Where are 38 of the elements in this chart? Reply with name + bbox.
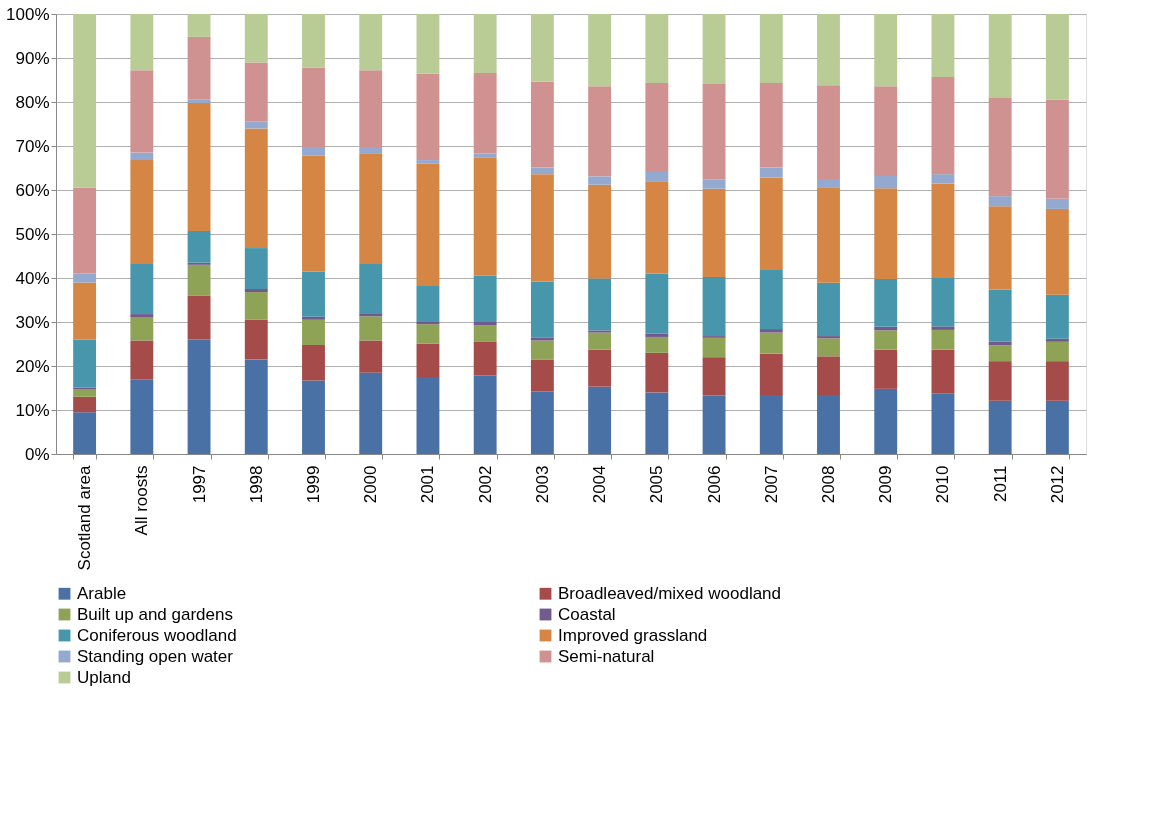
legend-label: Coniferous woodland xyxy=(77,625,237,645)
y-tick-label: 60% xyxy=(15,180,50,200)
y-tick-label: 10% xyxy=(15,400,50,420)
legend-label: Arable xyxy=(77,583,127,603)
x-tick-label: 2009 xyxy=(876,465,896,504)
x-tick-label: 2004 xyxy=(590,465,610,504)
x-tick-label: 2010 xyxy=(933,465,953,504)
x-tick-label: 2012 xyxy=(1047,465,1067,504)
y-tick-label: 70% xyxy=(15,136,50,156)
legend-label: Broadleaved/mixed woodland xyxy=(558,583,782,603)
x-tick-label: 2007 xyxy=(761,465,781,504)
legend-label: Built up and gardens xyxy=(77,604,233,624)
x-tick-label: 1998 xyxy=(246,465,266,504)
x-tick-label: 2001 xyxy=(418,465,438,504)
x-tick-label: 2002 xyxy=(475,465,495,504)
x-tick-label: Scotland area xyxy=(75,464,95,571)
x-tick-label: 2000 xyxy=(361,465,381,504)
legend-label: Improved grassland xyxy=(558,625,708,645)
y-tick-label: 0% xyxy=(24,444,50,464)
legend-label: Coastal xyxy=(558,604,616,624)
y-tick-label: 90% xyxy=(15,48,50,68)
y-tick-label: 80% xyxy=(15,92,50,112)
x-tick-label: 2011 xyxy=(990,465,1010,503)
x-tick-label: 2003 xyxy=(532,465,552,504)
x-tick-label: 1997 xyxy=(189,465,209,504)
y-tick-label: 100% xyxy=(6,4,50,24)
x-tick-label: All roosts xyxy=(132,465,152,536)
x-tick-label: 2005 xyxy=(647,465,667,504)
y-tick-label: 40% xyxy=(15,268,50,288)
y-tick-label: 30% xyxy=(15,312,50,332)
legend-label: Upland xyxy=(77,667,131,687)
y-tick-label: 20% xyxy=(15,356,50,376)
y-tick-label: 50% xyxy=(15,224,50,244)
legend-label: Standing open water xyxy=(77,646,234,666)
legend-label: Semi-natural xyxy=(558,646,655,666)
x-tick-label: 2008 xyxy=(819,465,838,504)
x-tick-label: 1999 xyxy=(304,465,323,504)
x-tick-label: 2006 xyxy=(704,465,724,504)
